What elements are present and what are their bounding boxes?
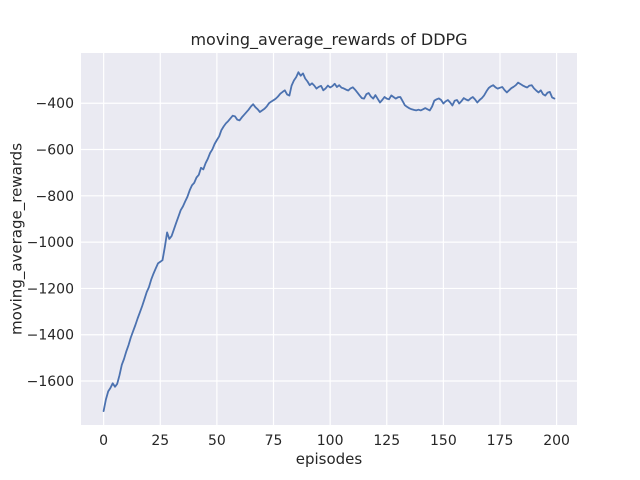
- y-tick-label: −1000: [27, 235, 74, 251]
- x-tick-label: 175: [487, 433, 514, 449]
- y-tick-label: −1200: [27, 281, 74, 297]
- x-tick-label: 100: [317, 433, 344, 449]
- x-axis-label: episodes: [295, 450, 363, 468]
- x-tick-label: 125: [373, 433, 400, 449]
- x-tick-label: 25: [151, 433, 169, 449]
- plot-area: [81, 53, 577, 425]
- x-tick-label: 50: [208, 433, 226, 449]
- y-tick-label: −1600: [27, 374, 74, 390]
- y-tick-label: −800: [36, 189, 74, 205]
- chart-title: moving_average_rewards of DDPG: [190, 30, 468, 49]
- y-tick-label: −1400: [27, 328, 74, 344]
- y-tick-label: −600: [36, 143, 74, 159]
- x-tick-label: 0: [99, 433, 108, 449]
- x-tick-label: 150: [430, 433, 457, 449]
- x-tick-label: 75: [265, 433, 283, 449]
- y-tick-label: −400: [36, 96, 74, 112]
- x-tick-label: 200: [543, 433, 570, 449]
- data-line: [102, 71, 556, 413]
- y-axis-label: moving_average_rewards: [7, 142, 26, 336]
